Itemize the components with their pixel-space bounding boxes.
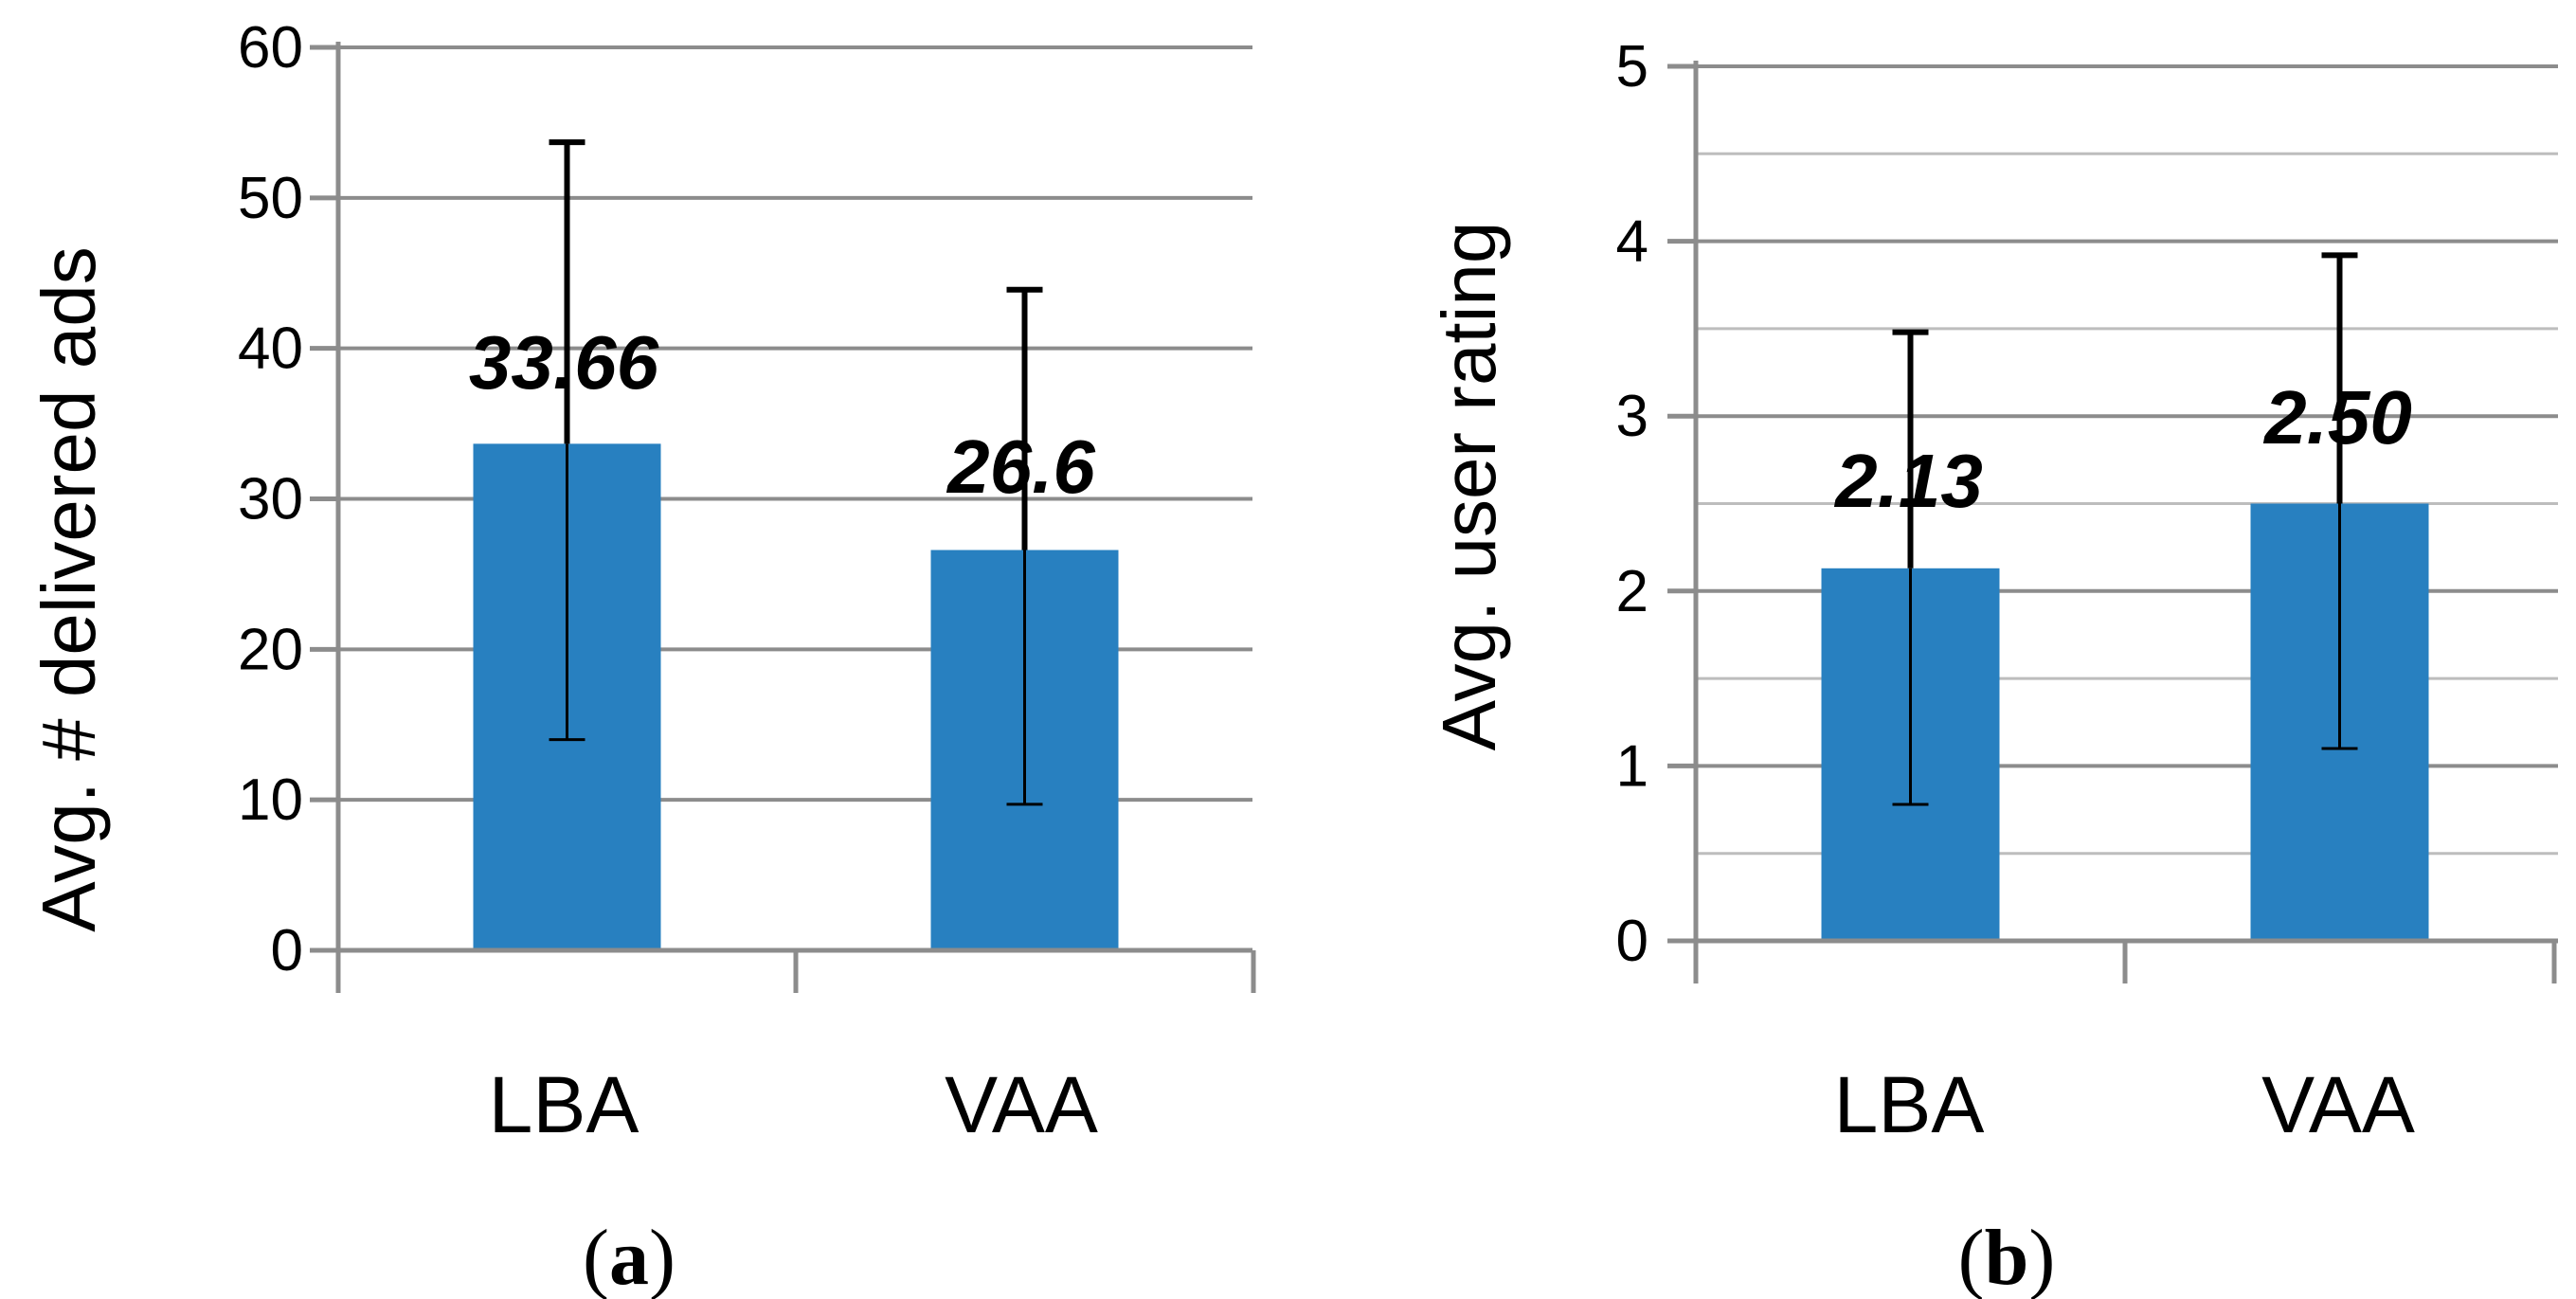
panel-a-data-label-lba: 33.66 xyxy=(469,320,659,405)
y-tick-label: 4 xyxy=(1616,209,1648,275)
y-tick-label: 2 xyxy=(1616,559,1648,624)
panel-a-chart: 0 10 20 30 40 50 60 LBA VAA 33.66 26.6 Avg. # … xyxy=(27,15,1256,1299)
y-tick-label: 5 xyxy=(1616,34,1648,99)
panel-a-error-bars xyxy=(549,139,1043,806)
y-tick-label: 0 xyxy=(271,918,303,983)
panel-a-bars xyxy=(473,443,1119,950)
error-bar-lba xyxy=(1892,329,1929,806)
panel-a-x-tick-label-lba: LBA xyxy=(489,1060,639,1149)
y-tick-label: 40 xyxy=(238,316,303,382)
y-tick-label: 0 xyxy=(1616,909,1648,974)
panel-b-caption-open: ( xyxy=(1958,1214,1985,1299)
panel-a-data-label-vaa: 26.6 xyxy=(946,424,1095,509)
y-tick-label: 50 xyxy=(238,166,303,231)
y-tick-label: 60 xyxy=(238,15,303,81)
panel-b-caption: (b) xyxy=(1958,1214,2056,1299)
y-tick-label: 30 xyxy=(238,467,303,532)
panel-b-chart: 0 1 2 3 4 5 LBA VAA 2.13 2.50 Avg. user ratin… xyxy=(1427,34,2558,1299)
panel-a-caption-close: ) xyxy=(649,1214,676,1299)
panel-b-data-label-vaa: 2.50 xyxy=(2262,375,2412,460)
y-tick-label: 3 xyxy=(1616,384,1648,449)
panel-a-axes xyxy=(310,42,1256,993)
error-bar-vaa xyxy=(1006,286,1043,806)
panel-a-caption-letter: a xyxy=(609,1214,649,1299)
panel-b-caption-close: ) xyxy=(2028,1214,2055,1299)
panel-b-axes xyxy=(1667,61,2558,983)
y-tick-label: 10 xyxy=(238,767,303,833)
panel-b-data-label-lba: 2.13 xyxy=(1833,439,1983,523)
panel-b-y-tick-labels: 0 1 2 3 4 5 xyxy=(1616,34,1648,974)
panel-b-caption-letter: b xyxy=(1985,1214,2029,1299)
panel-b-error-bars xyxy=(1892,252,2358,806)
y-tick-label: 1 xyxy=(1616,733,1648,799)
panel-a-y-axis-title: Avg. # delivered ads xyxy=(27,246,111,931)
panel-a-caption-open: ( xyxy=(583,1214,609,1299)
panel-a-y-tick-labels: 0 10 20 30 40 50 60 xyxy=(238,15,303,983)
panel-a-x-tick-label-vaa: VAA xyxy=(945,1060,1098,1149)
y-tick-label: 20 xyxy=(238,617,303,682)
panel-b-bars xyxy=(1821,503,2429,941)
error-bar-vaa xyxy=(2321,252,2358,750)
error-bar-lba xyxy=(549,139,585,742)
panel-b-y-axis-title: Avg. user rating xyxy=(1427,222,1511,751)
panel-b-x-tick-label-vaa: VAA xyxy=(2261,1060,2415,1149)
panel-a-caption: (a) xyxy=(583,1214,676,1299)
panel-b-x-tick-label-lba: LBA xyxy=(1834,1060,1985,1149)
